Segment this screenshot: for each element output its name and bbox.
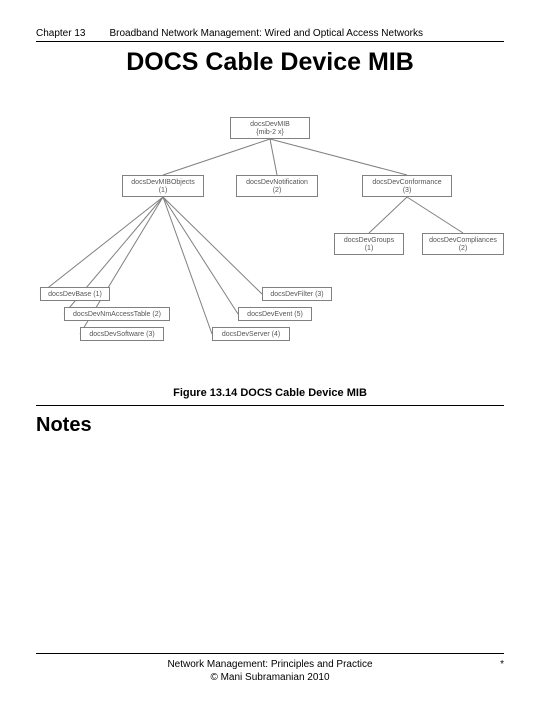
tree-node-mibobjects: docsDevMIBObjects(1) (122, 175, 204, 197)
chapter-label: Chapter 13 (36, 28, 85, 39)
page-header: Chapter 13 Broadband Network Management:… (36, 28, 504, 42)
tree-node-filter: docsDevFilter (3) (262, 287, 332, 301)
notes-heading: Notes (36, 414, 504, 437)
page-footer: Network Management: Principles and Pract… (36, 653, 504, 684)
mib-tree-diagram: docsDevMIB{mib-2 x} docsDevMIBObjects(1) d… (36, 117, 504, 377)
figure-caption: Figure 13.14 DOCS Cable Device MIB (36, 387, 504, 399)
divider (36, 405, 504, 406)
tree-node-base: docsDevBase (1) (40, 287, 110, 301)
tree-node-software: docsDevSoftware (3) (80, 327, 164, 341)
chapter-subtitle: Broadband Network Management: Wired and … (109, 28, 504, 39)
tree-node-nmaccess: docsDevNmAccessTable (2) (64, 307, 170, 321)
tree-node-event: docsDevEvent (5) (238, 307, 312, 321)
tree-node-root: docsDevMIB{mib-2 x} (230, 117, 310, 139)
tree-node-groups: docsDevGroups(1) (334, 233, 404, 255)
page-title: DOCS Cable Device MIB (36, 48, 504, 77)
tree-node-conform: docsDevConformance(3) (362, 175, 452, 197)
footer-line-1: Network Management: Principles and Pract… (36, 658, 504, 671)
divider (36, 653, 504, 654)
tree-node-server: docsDevServer (4) (212, 327, 290, 341)
footer-line-2: © Mani Subramanian 2010 (36, 671, 504, 684)
tree-node-notif: docsDevNotification(2) (236, 175, 318, 197)
tree-node-compl: docsDevCompliances(2) (422, 233, 504, 255)
footnote-marker: * (500, 659, 504, 670)
